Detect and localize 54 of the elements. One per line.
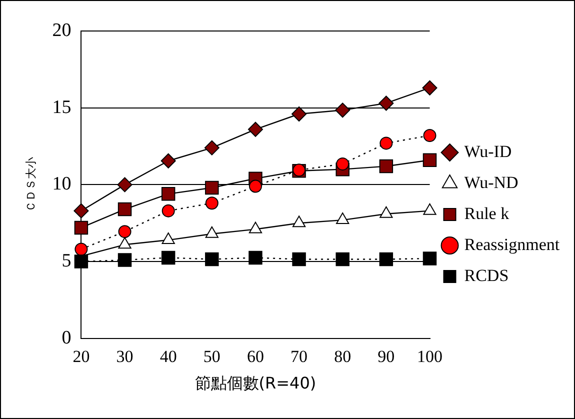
y-tick-label: 15 — [52, 96, 72, 118]
y-tick-label: 20 — [52, 20, 72, 41]
point — [423, 129, 436, 142]
point — [160, 153, 176, 168]
point — [336, 157, 350, 170]
point — [292, 106, 307, 122]
legend-label: RCDS — [464, 266, 509, 285]
x-tick-label: 30 — [116, 347, 134, 366]
x-tick-label: 100 — [417, 347, 442, 366]
y-tick-label: 0 — [62, 327, 72, 348]
point — [380, 136, 393, 150]
point — [378, 96, 394, 111]
point — [248, 180, 262, 193]
point — [161, 187, 176, 201]
legend-label: Reassignment — [464, 234, 560, 254]
point — [379, 159, 394, 174]
point — [379, 252, 394, 266]
point — [422, 153, 437, 167]
point — [248, 122, 263, 137]
point — [74, 254, 88, 268]
point — [422, 80, 438, 96]
point — [336, 252, 350, 266]
y-tick-label: 5 — [62, 250, 72, 272]
point — [161, 250, 176, 265]
point — [205, 196, 218, 210]
point — [117, 177, 132, 192]
y-tick-label: 10 — [52, 174, 72, 195]
point — [248, 250, 262, 265]
legend-label: Wu-ND — [464, 172, 518, 192]
point — [335, 102, 350, 118]
y-axis-title: ＣＤＳ大小 — [24, 157, 38, 212]
point — [74, 220, 88, 235]
x-tick-label: 90 — [378, 347, 395, 366]
point — [118, 202, 132, 216]
x-axis-title: 節點個數(R=40) — [194, 374, 316, 393]
point — [422, 252, 437, 266]
point — [162, 232, 175, 244]
point — [162, 204, 175, 218]
point — [205, 180, 219, 195]
legend-label: Wu-ID — [464, 142, 512, 161]
x-tick-label: 60 — [246, 347, 264, 366]
x-tick-label: 50 — [203, 347, 220, 366]
x-tick-label: 80 — [334, 347, 352, 366]
x-tick-label: 40 — [160, 347, 177, 366]
x-tick-label: 70 — [290, 347, 308, 366]
point — [118, 253, 132, 267]
point — [118, 225, 132, 238]
point — [74, 203, 89, 218]
legend-label: Rule k — [464, 204, 510, 223]
point — [204, 140, 220, 156]
point — [292, 252, 306, 266]
point — [74, 242, 88, 256]
point — [336, 212, 350, 224]
point — [205, 252, 219, 266]
